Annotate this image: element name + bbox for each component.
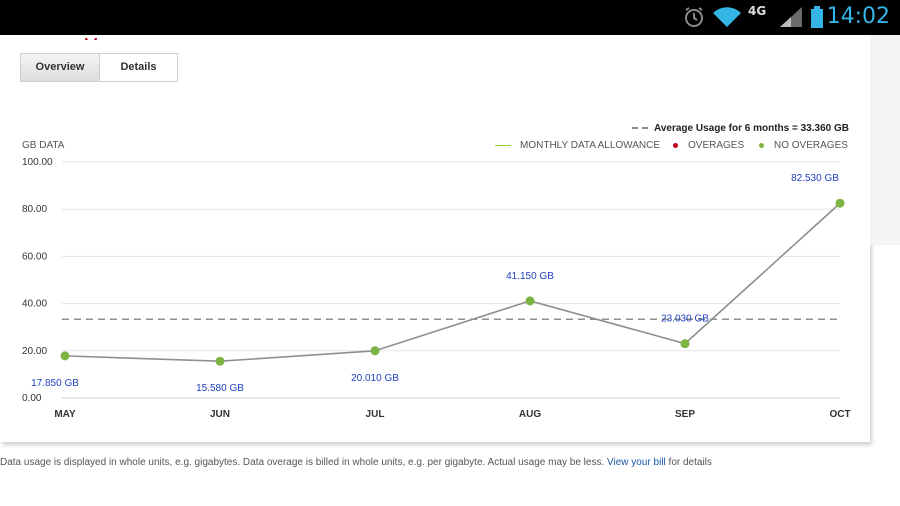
wifi-icon	[712, 5, 742, 34]
x-tick-label: SEP	[675, 409, 695, 420]
battery-icon	[810, 5, 824, 34]
footnote-text: Data usage is displayed in whole units, …	[0, 457, 605, 468]
dashed-line-icon	[632, 127, 648, 130]
data-label: 15.580 GB	[196, 383, 244, 394]
signal-icon	[778, 5, 804, 34]
legend-no-overages-label: NO OVERAGES	[774, 140, 848, 151]
data-label: 17.850 GB	[31, 378, 79, 389]
green-dot-icon	[759, 142, 764, 148]
average-usage-label: Average Usage for 6 months = 33.360 GB	[654, 123, 849, 134]
legend-overages-label: OVERAGES	[688, 140, 745, 151]
data-label: 82.530 GB	[791, 173, 839, 184]
data-point	[680, 339, 690, 349]
network-type-label: 4G	[748, 4, 767, 18]
legend-allowance-label: MONTHLY DATA ALLOWANCE	[520, 140, 661, 151]
x-tick-label: JUN	[210, 409, 230, 420]
legend-allowance: MONTHLY DATA ALLOWANCE	[495, 140, 660, 151]
alarm-icon	[682, 5, 706, 34]
view-tabs: Overview Details	[20, 53, 178, 82]
y-tick-label: 20.00	[22, 346, 47, 357]
x-tick-label: JUL	[366, 409, 385, 420]
data-label: 41.150 GB	[506, 271, 554, 282]
data-point	[60, 351, 70, 361]
legend-overages: OVERAGES	[673, 140, 744, 151]
red-dot-icon	[673, 142, 678, 148]
footnote-suffix: for details	[668, 457, 712, 468]
view-bill-link[interactable]: View your bill	[607, 457, 666, 468]
average-usage-legend: Average Usage for 6 months = 33.360 GB	[632, 123, 849, 134]
y-tick-label: 40.00	[22, 299, 47, 310]
data-label: 23.030 GB	[661, 314, 709, 325]
x-tick-label: OCT	[829, 409, 850, 420]
x-tick-label: MAY	[54, 409, 76, 420]
page-edge	[870, 35, 900, 245]
cut-off-title	[84, 35, 98, 40]
data-label: 20.010 GB	[351, 373, 399, 384]
usage-line	[64, 202, 841, 363]
data-point	[215, 356, 225, 366]
status-bar: 4G 14:02	[0, 0, 900, 35]
y-tick-label: 60.00	[22, 251, 47, 262]
data-point	[835, 198, 845, 208]
line-swatch-icon	[495, 144, 511, 146]
footnote: Data usage is displayed in whole units, …	[0, 457, 712, 468]
x-tick-label: AUG	[519, 409, 541, 420]
tab-overview[interactable]: Overview	[20, 53, 100, 82]
data-point	[370, 346, 380, 356]
usage-card	[0, 35, 870, 442]
y-tick-label: 100.00	[22, 157, 53, 168]
clock: 14:02	[826, 4, 890, 29]
y-tick-label: 0.00	[22, 393, 42, 404]
y-tick-label: 80.00	[22, 204, 47, 215]
legend-no-overages: NO OVERAGES	[759, 140, 848, 151]
tab-details[interactable]: Details	[100, 53, 178, 82]
y-axis-title: GB DATA	[22, 140, 65, 151]
data-point	[525, 296, 535, 306]
